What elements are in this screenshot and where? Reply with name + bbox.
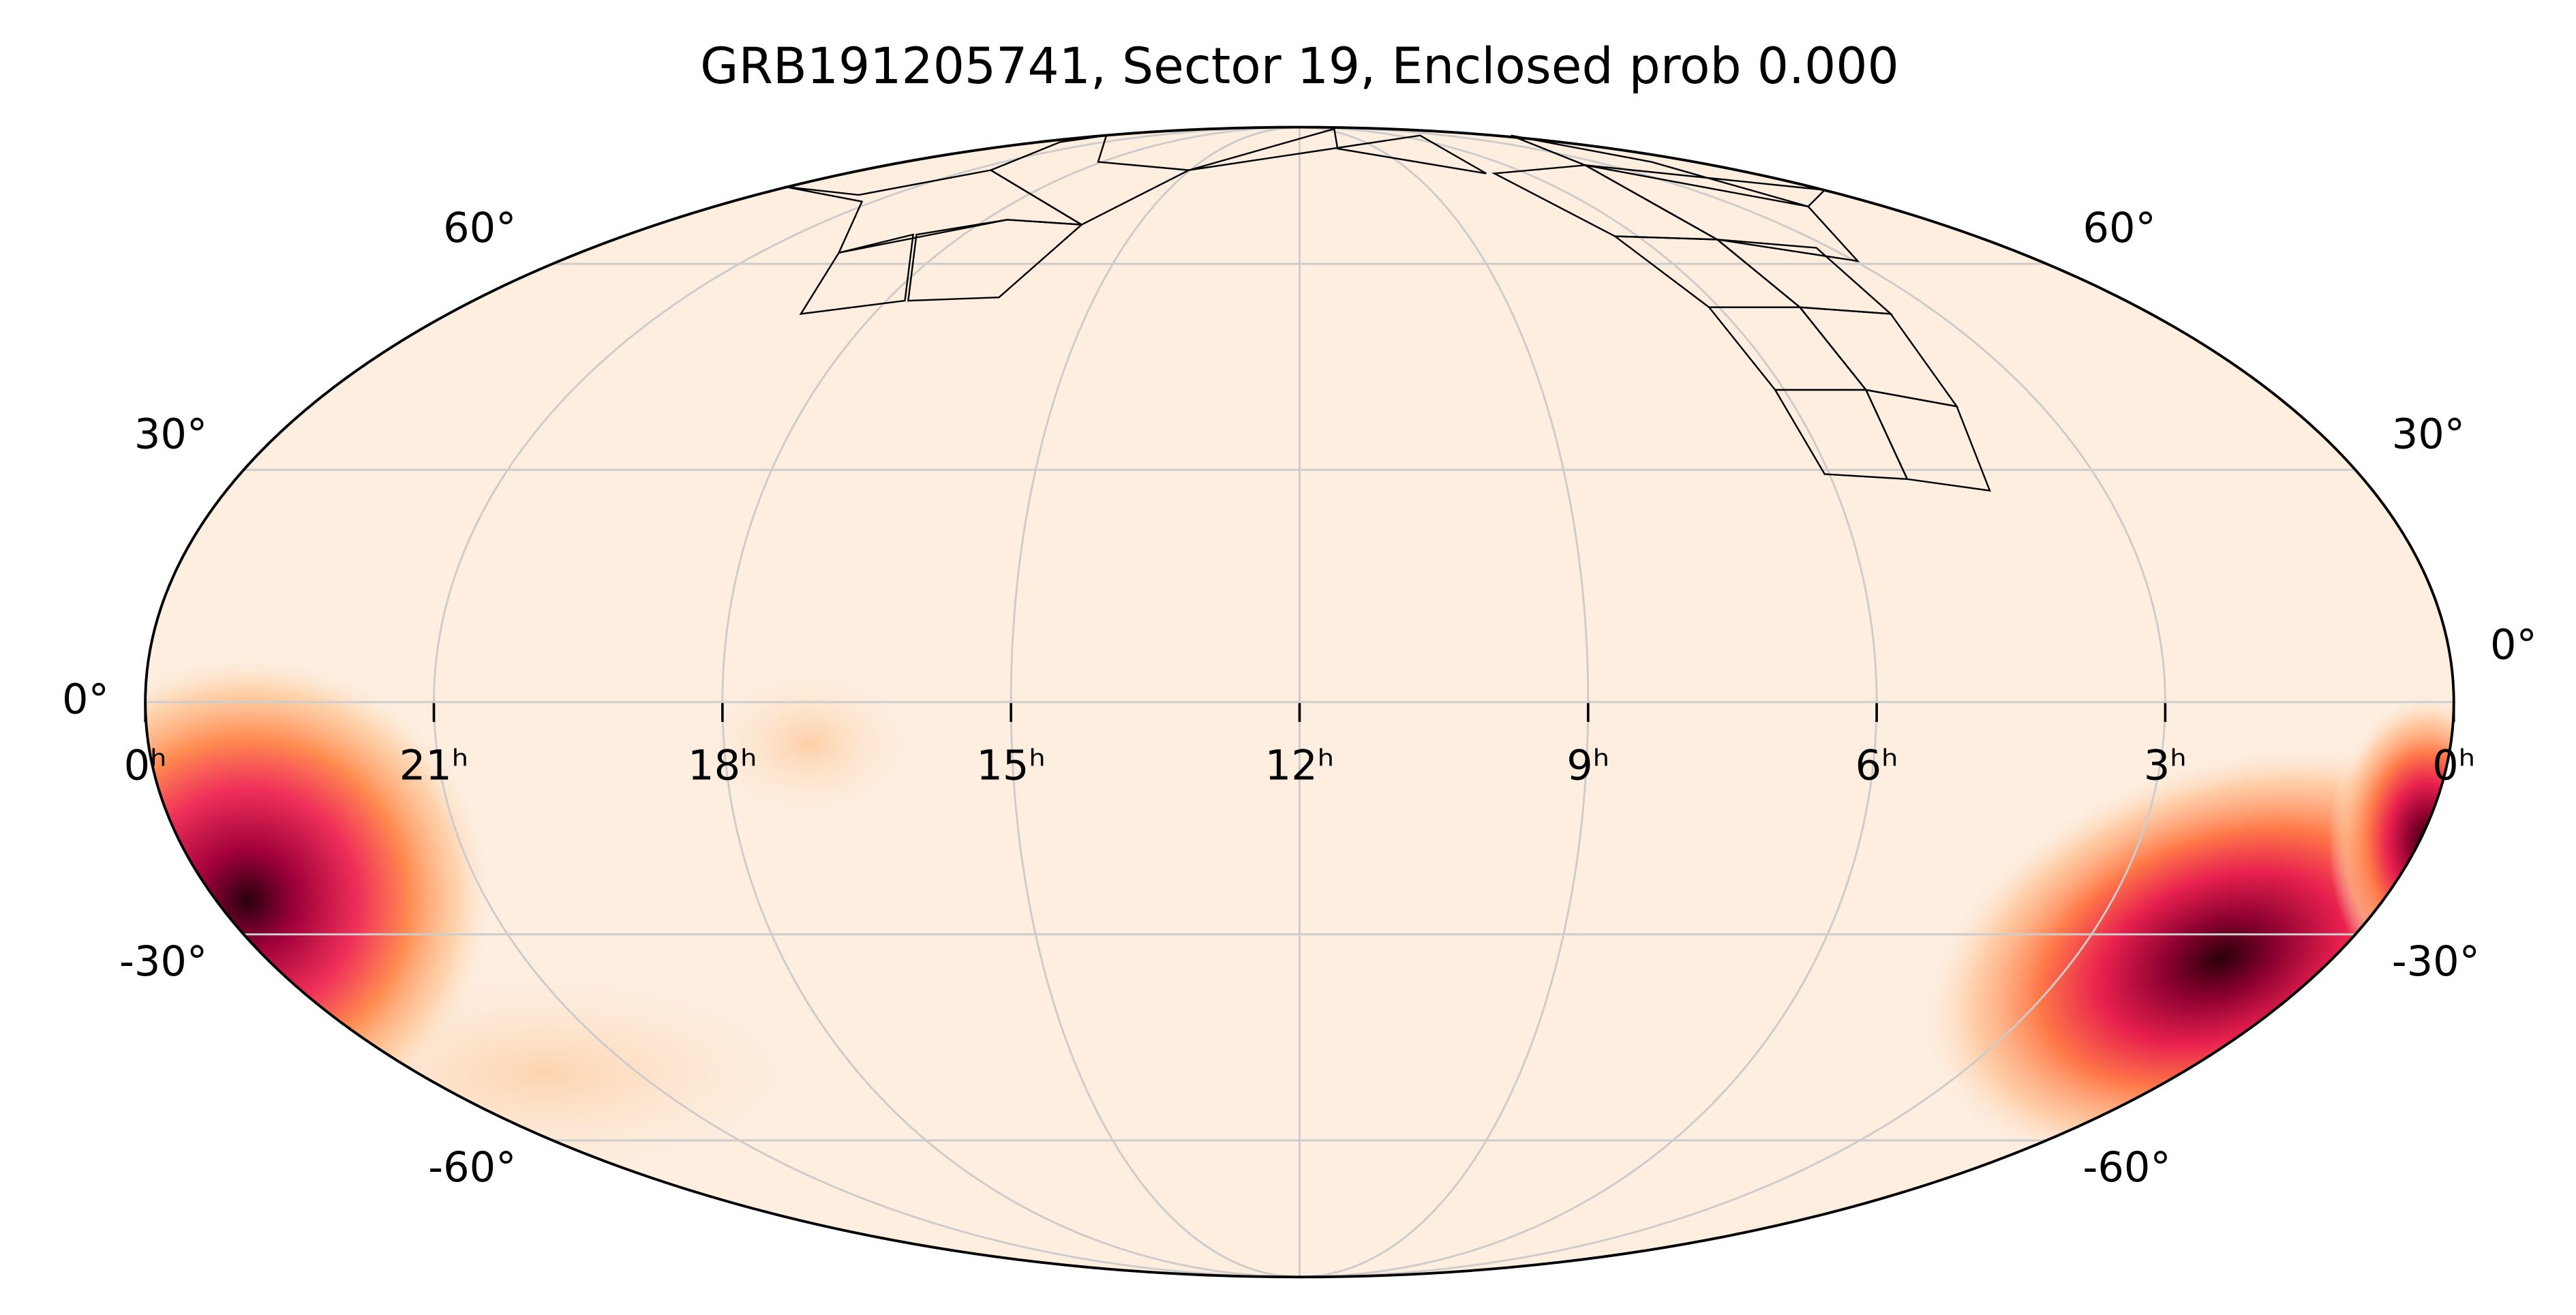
ccd-footprint (988, 134, 1192, 226)
y-tick-label: -30° (119, 938, 207, 986)
sky-border (144, 125, 2455, 1279)
y-tick-label: 0° (2490, 622, 2537, 669)
sector-footprints (784, 127, 1991, 492)
ccd-footprint (799, 233, 915, 315)
y-tick-label: 30° (2392, 410, 2465, 458)
x-tick-label: 18ʰ (688, 742, 757, 789)
x-tick-label: 21ʰ (399, 742, 469, 789)
y-tick-label: 60° (2083, 205, 2156, 252)
ccd-footprint (784, 169, 1082, 254)
ccd-footprint (1188, 127, 1487, 175)
x-tick-label: 0ʰ (124, 742, 167, 789)
grid (144, 126, 2455, 1278)
x-tick-label: 15ʰ (976, 742, 1046, 789)
y-tick-label: -60° (428, 1144, 516, 1192)
tick-labels: 0ʰ 21ʰ 18ʰ 15ʰ 12ʰ 9ʰ 6ʰ 3ʰ 0ʰ -60° -60° -30° -30° 0°… (62, 205, 2537, 1192)
ccd-footprint (1714, 238, 1894, 315)
y-tick-label: 0° (62, 676, 109, 724)
x-tick-label: 6ʰ (1855, 742, 1898, 789)
y-tick-label: -60° (2083, 1144, 2171, 1192)
ccd-footprint (1511, 134, 1827, 208)
prob-blob (145, 652, 496, 1149)
x-tick-label: 0ʰ (2432, 742, 2475, 789)
chart-title: GRB191205741, Sector 19, Enclosed prob 0… (700, 38, 1899, 95)
y-tick-label: 30° (134, 410, 207, 458)
y-tick-label: -30° (2392, 938, 2480, 986)
x-tick-label: 12ʰ (1265, 742, 1335, 789)
x-tick-label: 3ʰ (2144, 742, 2187, 789)
y-tick-label: 60° (443, 205, 516, 252)
x-tick-label: 9ʰ (1566, 742, 1609, 789)
